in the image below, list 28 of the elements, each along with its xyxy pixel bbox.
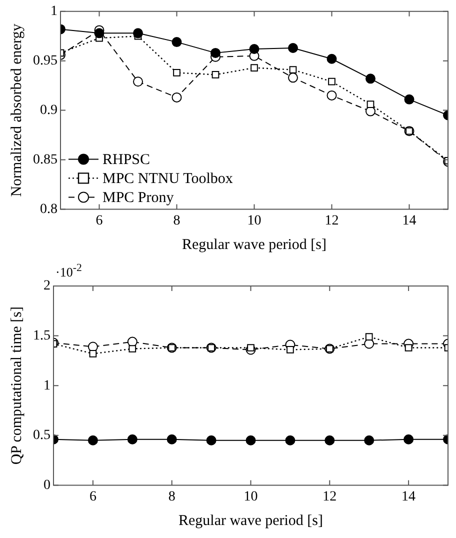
x-tick-label: 12: [322, 489, 337, 504]
x-tick-label: 8: [168, 489, 176, 504]
legend-label: RHPSC: [102, 152, 150, 168]
x-axis-title: Regular wave period [s]: [178, 512, 324, 529]
y-axis-title: Normalized absorbed energy: [8, 23, 25, 197]
legend-label: MPC NTNU Toolbox: [102, 171, 234, 188]
x-tick-label: 8: [173, 213, 180, 228]
y-tick-label: 0.85: [33, 152, 58, 168]
x-axis-title: Regular wave period [s]: [182, 236, 327, 253]
y-tick-label: 1: [44, 378, 50, 394]
y-tick-label: 0: [44, 478, 50, 493]
x-tick-label: 12: [324, 213, 339, 228]
y-tick-label: 0.8: [40, 202, 58, 217]
legend-label: MPC Prony: [102, 190, 174, 206]
y-axis-title: QP computational time [s]: [8, 306, 25, 465]
y-tick-label: 1.5: [33, 328, 50, 344]
x-tick-label: 6: [96, 213, 103, 228]
x-tick-label: 14: [402, 489, 416, 504]
y-tick-label: 0.9: [40, 102, 58, 118]
y-tick-label: 2: [44, 278, 50, 294]
y-tick-label: 0.95: [33, 54, 58, 69]
x-tick-label: 10: [244, 489, 258, 504]
x-tick-label: 6: [89, 489, 96, 504]
y-tick-label: 0.5: [33, 428, 50, 444]
y-tick-label: 1: [50, 4, 58, 20]
text: ·10$^{-2}$: [56, 262, 82, 280]
x-tick-label: 10: [247, 213, 262, 228]
x-tick-label: 14: [402, 213, 416, 228]
